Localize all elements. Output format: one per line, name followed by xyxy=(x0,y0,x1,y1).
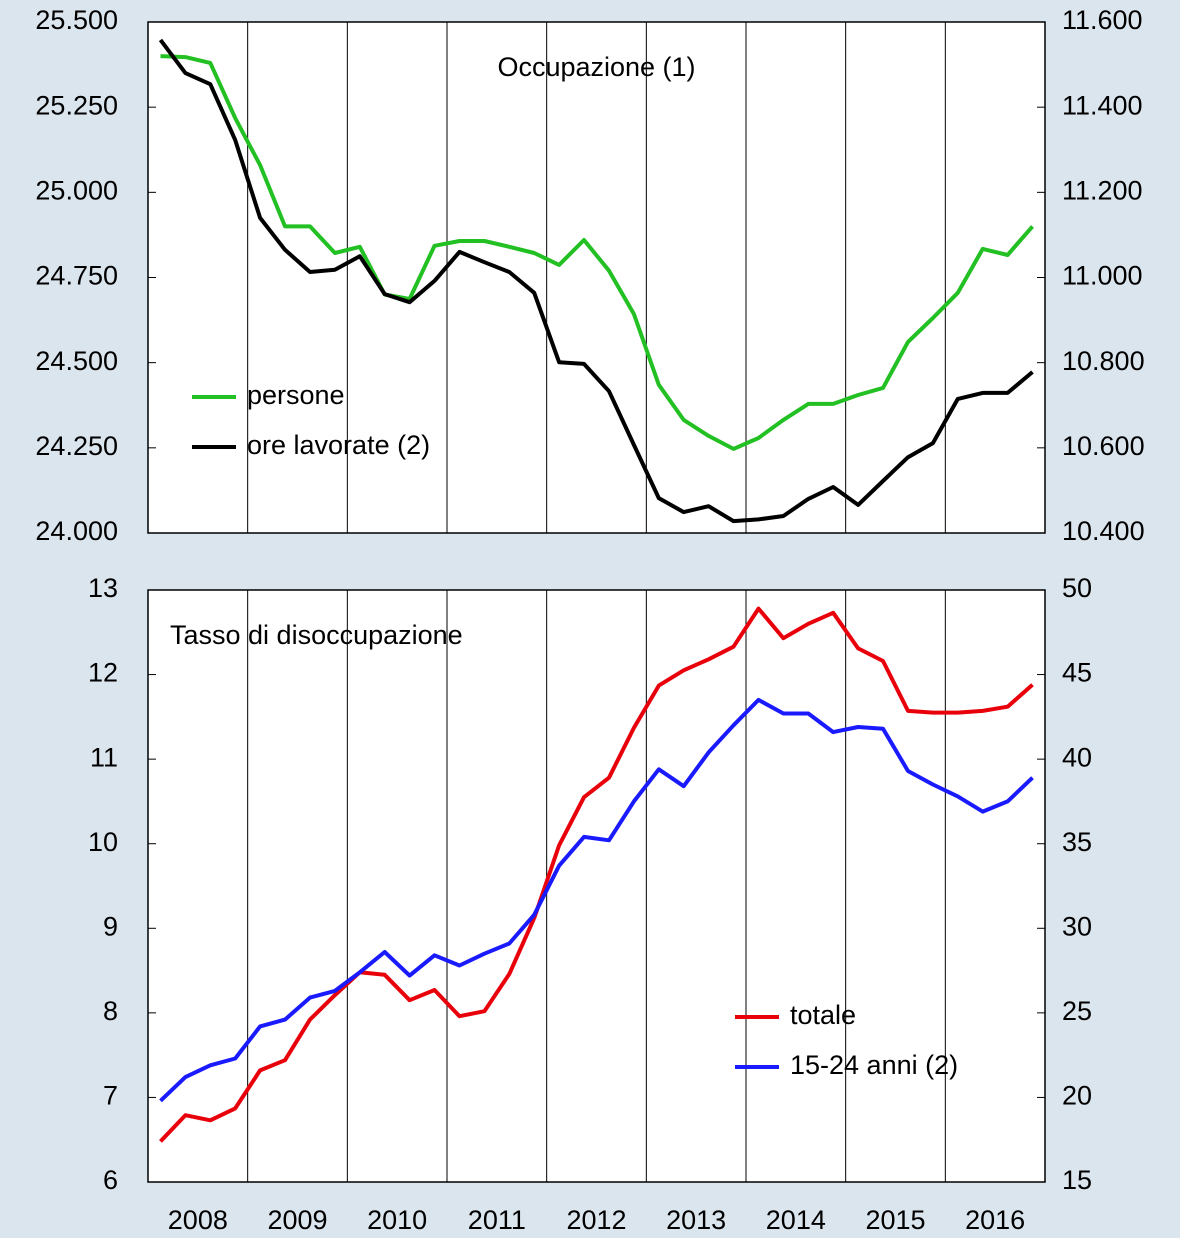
y-tick-label: 25.500 xyxy=(35,5,118,35)
x-tick-label: 2011 xyxy=(468,1205,526,1235)
y2-tick-label: 25 xyxy=(1062,996,1092,1026)
y-tick-label: 9 xyxy=(103,911,118,941)
y-tick-label: 24.250 xyxy=(35,431,118,461)
y2-tick-label: 50 xyxy=(1062,573,1092,603)
plot-area xyxy=(148,22,1045,533)
y2-tick-label: 11.600 xyxy=(1062,5,1143,35)
chart-title: Tasso di disoccupazione xyxy=(170,620,463,650)
series-line xyxy=(160,54,1035,451)
y2-tick-label: 40 xyxy=(1062,742,1092,772)
y2-tick-label: 20 xyxy=(1062,1081,1092,1111)
y-tick-label: 24.000 xyxy=(35,516,118,546)
series-line xyxy=(158,38,1034,524)
y2-tick-label: 11.400 xyxy=(1062,90,1143,120)
series-line xyxy=(159,606,1034,1143)
y2-tick-label: 11.200 xyxy=(1062,175,1143,205)
legend-label: ore lavorate (2) xyxy=(247,430,430,460)
legend-label: persone xyxy=(247,380,345,410)
chart-title: Occupazione (1) xyxy=(497,52,695,82)
y-tick-label: 25.000 xyxy=(35,175,118,205)
plot-frame xyxy=(147,21,1046,534)
x-tick-label: 2008 xyxy=(168,1205,228,1235)
y-tick-label: 24.750 xyxy=(35,261,118,291)
y-tick-label: 11 xyxy=(90,742,118,772)
y-tick-label: 8 xyxy=(103,996,118,1026)
y2-tick-label: 11.000 xyxy=(1062,261,1143,291)
y-tick-label: 7 xyxy=(103,1081,118,1111)
y2-tick-label: 10.400 xyxy=(1062,516,1145,546)
y2-tick-label: 45 xyxy=(1062,658,1092,688)
y-tick-label: 12 xyxy=(88,658,118,688)
x-tick-label: 2015 xyxy=(865,1205,925,1235)
legend-label: totale xyxy=(790,1000,856,1030)
series-line xyxy=(159,697,1034,1103)
y2-tick-label: 10.600 xyxy=(1062,431,1145,461)
y2-tick-label: 10.800 xyxy=(1062,346,1145,376)
y-tick-label: 24.500 xyxy=(35,346,118,376)
y-tick-label: 13 xyxy=(88,573,118,603)
y-tick-label: 6 xyxy=(103,1165,118,1195)
y-tick-label: 25.250 xyxy=(35,90,118,120)
x-tick-label: 2016 xyxy=(965,1205,1025,1235)
x-tick-label: 2013 xyxy=(666,1205,726,1235)
plot-frame xyxy=(147,589,1046,1183)
x-tick-label: 2014 xyxy=(766,1205,826,1235)
y2-tick-label: 35 xyxy=(1062,827,1092,857)
x-tick-label: 2012 xyxy=(566,1205,626,1235)
plot-area xyxy=(148,590,1045,1182)
x-tick-label: 2010 xyxy=(367,1205,427,1235)
x-tick-label: 2009 xyxy=(267,1205,327,1235)
y-tick-label: 10 xyxy=(88,827,118,857)
y2-tick-label: 15 xyxy=(1062,1165,1092,1195)
y2-tick-label: 30 xyxy=(1062,911,1092,941)
legend-label: 15-24 anni (2) xyxy=(790,1050,958,1080)
